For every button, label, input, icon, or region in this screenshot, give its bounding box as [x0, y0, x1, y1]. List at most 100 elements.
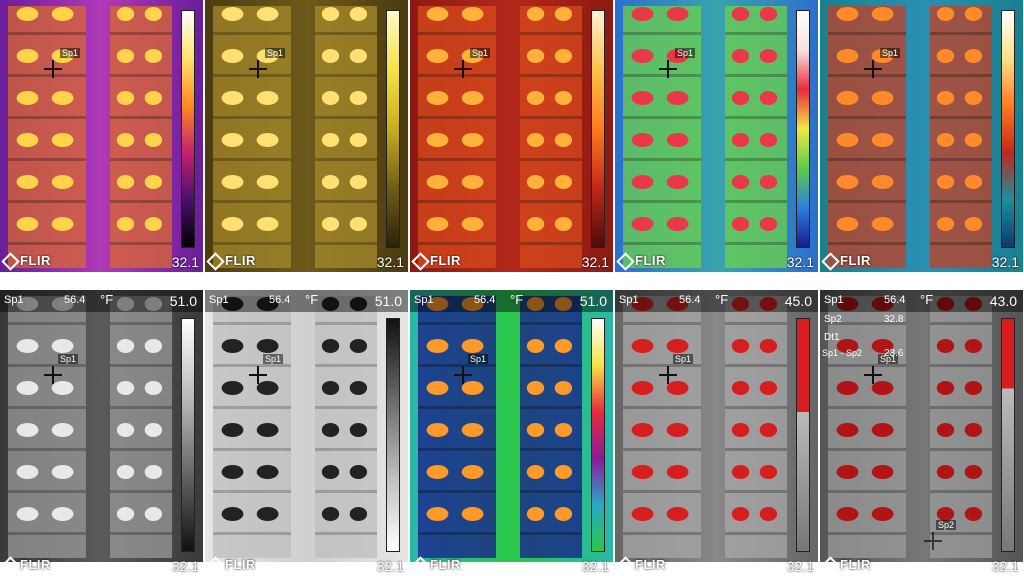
hot-spot — [144, 49, 163, 63]
hot-spot — [631, 507, 654, 521]
hot-spot — [526, 339, 545, 353]
pallet-slat — [418, 532, 496, 535]
hot-spot — [221, 465, 244, 479]
temperature-unit: °F — [920, 292, 934, 307]
hot-spot — [116, 91, 135, 105]
thermal-scene — [0, 290, 203, 562]
hot-spot — [256, 175, 279, 189]
hot-spot — [461, 297, 484, 311]
spot-label: Sp1 — [470, 48, 491, 58]
flir-text: FLIR — [430, 252, 461, 268]
pallet-slat — [8, 364, 86, 367]
hot-spot — [526, 7, 545, 21]
hot-spot — [256, 217, 279, 231]
pallet-slat — [110, 406, 172, 409]
pallet-slat — [725, 32, 787, 35]
hot-spot — [936, 465, 955, 479]
hot-spot — [144, 217, 163, 231]
hot-spot — [554, 49, 573, 63]
hot-spot — [631, 175, 654, 189]
hot-spot — [759, 49, 778, 63]
flir-logo: FLIR — [616, 252, 666, 271]
hot-spot — [964, 133, 983, 147]
hot-spot — [964, 339, 983, 353]
hot-spot — [526, 381, 545, 395]
color-scale-bar — [796, 318, 810, 552]
hot-spot — [461, 91, 484, 105]
spot2-name: Sp2 — [824, 314, 842, 325]
spot-label: Sp1 — [878, 354, 899, 364]
hot-spot — [964, 91, 983, 105]
hot-spot — [759, 381, 778, 395]
hot-spot — [256, 133, 279, 147]
temperature-unit: °F — [305, 292, 319, 307]
hot-spot — [16, 217, 39, 231]
flir-diamond-icon — [1, 556, 20, 575]
hot-spot — [461, 339, 484, 353]
pallet-slat — [418, 116, 496, 119]
color-scale-bar — [591, 10, 605, 248]
hot-spot — [51, 133, 74, 147]
spot-name: Sp1 — [209, 294, 229, 306]
delta-value: 23.6 — [884, 348, 904, 359]
hot-spot — [16, 423, 39, 437]
temperature-unit: °F — [510, 292, 524, 307]
hot-spot — [554, 217, 573, 231]
pallet-slat — [315, 532, 377, 535]
pallet-slat — [623, 158, 701, 161]
hot-spot — [936, 217, 955, 231]
pallet-slat — [725, 406, 787, 409]
flir-text: FLIR — [635, 252, 666, 268]
pallet-slat — [725, 158, 787, 161]
spot-label: Sp1 — [468, 354, 489, 364]
hot-spot — [144, 381, 163, 395]
hot-spot — [526, 91, 545, 105]
scale-min-value: 32.1 — [171, 558, 199, 574]
hot-spot — [16, 91, 39, 105]
hot-spot — [349, 49, 368, 63]
hot-spot — [871, 7, 894, 21]
scale-min-value: 32.1 — [581, 558, 609, 574]
hot-spot — [836, 175, 859, 189]
hot-spot — [936, 423, 955, 437]
spot-crosshair — [864, 60, 882, 78]
flir-text: FLIR — [430, 556, 461, 572]
hot-spot — [731, 217, 750, 231]
pallet-slat — [8, 406, 86, 409]
hot-spot — [321, 381, 340, 395]
pallet-slat — [520, 406, 582, 409]
measurement-bar — [205, 290, 408, 312]
hot-spot — [461, 423, 484, 437]
flir-diamond-icon — [616, 556, 635, 575]
hot-spot — [666, 381, 689, 395]
hot-spot — [871, 297, 894, 311]
scale-min-value: 32.1 — [581, 254, 609, 270]
pallet-slat — [623, 490, 701, 493]
thermal-panel-bottom-2: Sp1 56.4 °F 51.0 Sp1 32.1 FLIR — [205, 290, 408, 576]
thermal-panel-top-2: Sp1 32.1 FLIR — [205, 0, 408, 272]
hot-spot — [321, 91, 340, 105]
hot-spot — [16, 49, 39, 63]
hot-spot — [836, 423, 859, 437]
hot-spot — [731, 507, 750, 521]
pallet-slat — [828, 490, 906, 493]
flir-logo: FLIR — [206, 252, 256, 271]
hot-spot — [526, 297, 545, 311]
hot-spot — [526, 175, 545, 189]
pallet-slat — [418, 448, 496, 451]
hot-spot — [349, 507, 368, 521]
color-scale-bar — [796, 10, 810, 248]
hot-spot — [221, 91, 244, 105]
color-scale-bar — [181, 10, 195, 248]
hot-spot — [554, 133, 573, 147]
pallet-slat — [8, 200, 86, 203]
hot-spot — [144, 175, 163, 189]
pallet-slat — [213, 116, 291, 119]
hot-spot — [221, 217, 244, 231]
hot-spot — [16, 7, 39, 21]
pallet-slat — [725, 242, 787, 245]
hot-spot — [936, 339, 955, 353]
hot-spot — [349, 423, 368, 437]
pallet-slat — [418, 322, 496, 325]
pallet-slat — [110, 532, 172, 535]
